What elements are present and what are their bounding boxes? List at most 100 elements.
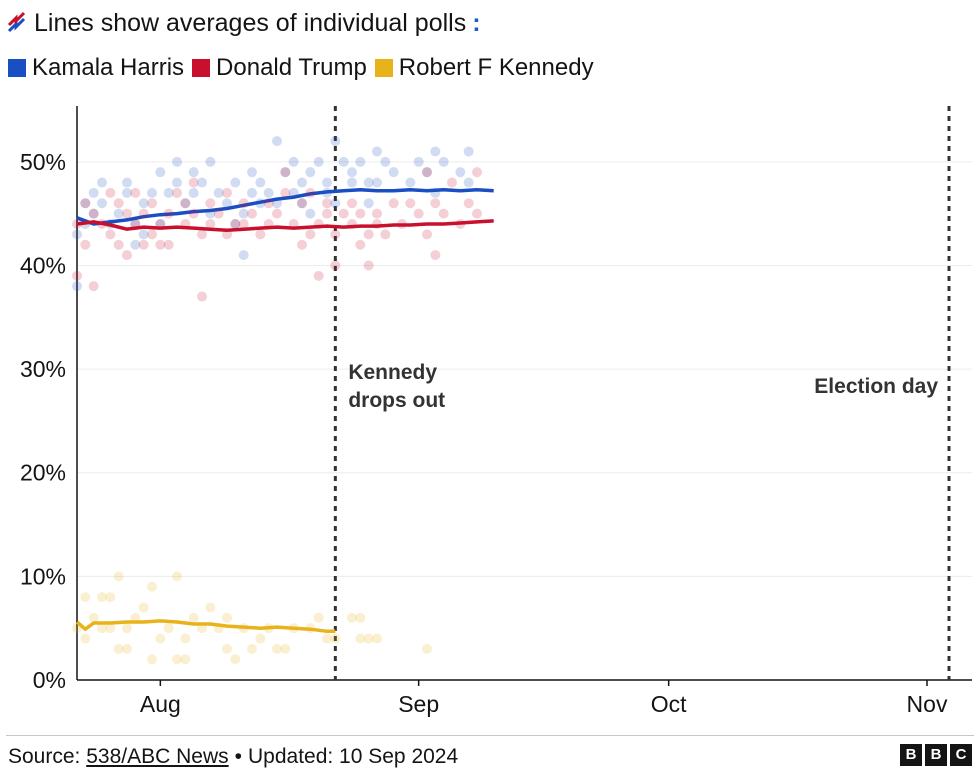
poll-point [122, 643, 132, 654]
poll-point [297, 239, 307, 250]
poll-point [155, 633, 166, 644]
poll-point [413, 208, 424, 219]
y-tick-label: 40% [20, 252, 66, 278]
legend-swatch [374, 59, 393, 77]
legend-swatch [8, 59, 26, 77]
poll-point [313, 156, 324, 167]
poll-point [238, 198, 249, 209]
poll-point [322, 208, 332, 219]
poll-point [422, 167, 432, 178]
poll-point [230, 654, 241, 665]
poll-point [88, 208, 99, 219]
poll-point [422, 229, 432, 240]
poll-point [213, 208, 224, 219]
poll-point [130, 239, 141, 250]
poll-point [305, 167, 316, 178]
poll-point [205, 602, 216, 613]
poll-point [180, 633, 191, 644]
poll-point [205, 219, 216, 229]
poll-point [88, 612, 99, 623]
poll-point [80, 592, 91, 603]
poll-point [280, 187, 291, 198]
poll-point [430, 146, 441, 157]
poll-point [272, 208, 282, 219]
poll-point [188, 177, 199, 188]
bbc-letter: B [900, 744, 922, 766]
poll-point [355, 633, 366, 644]
updated-date: Updated: 10 Sep 2024 [247, 745, 459, 768]
legend-label: Kamala Harris [32, 54, 185, 81]
poll-point [372, 146, 382, 157]
poll-point [222, 198, 232, 209]
poll-point [122, 208, 132, 219]
poll-point [80, 633, 91, 644]
poll-point [372, 177, 382, 188]
poll-point [163, 239, 174, 250]
poll-point [313, 270, 324, 281]
poll-point [413, 156, 424, 167]
poll-point [147, 187, 157, 198]
poll-point [355, 612, 366, 623]
poll-point [305, 208, 316, 219]
poll-point [230, 177, 241, 188]
poll-point [330, 260, 341, 271]
poll-point [247, 187, 257, 198]
poll-point [372, 633, 382, 644]
footer: Source: 538/ABC News • Updated: 10 Sep 2… [8, 745, 458, 769]
poll-point [163, 623, 174, 634]
poll-point [230, 219, 241, 229]
poll-point [97, 592, 107, 603]
poll-point [80, 239, 91, 250]
poll-point [172, 187, 182, 198]
source-link[interactable]: 538/ABC News [86, 745, 229, 768]
poll-point [122, 623, 132, 634]
x-tick-label: Oct [651, 691, 687, 717]
poll-point [422, 643, 432, 654]
poll-point [147, 229, 157, 240]
poll-point [172, 156, 182, 167]
poll-point [347, 167, 357, 178]
x-tick-label: Aug [140, 691, 181, 717]
poll-point [205, 156, 216, 167]
poll-point [247, 167, 257, 178]
poll-point [363, 177, 374, 188]
poll-point [322, 633, 332, 644]
poll-point [155, 239, 166, 250]
poll-point [172, 177, 182, 188]
poll-point [155, 167, 166, 178]
average-line [76, 188, 494, 226]
poll-point [138, 239, 149, 250]
poll-point [72, 229, 82, 240]
poll-point [272, 136, 282, 147]
bbc-letter: B [925, 744, 947, 766]
y-tick-label: 50% [20, 149, 66, 175]
poll-point [97, 177, 107, 188]
poll-point [472, 167, 482, 178]
poll-point [313, 612, 324, 623]
poll-point [280, 167, 291, 178]
poll-point [230, 219, 241, 229]
poll-point [105, 187, 116, 198]
poll-point [255, 177, 266, 188]
poll-point [205, 198, 216, 209]
poll-point [447, 177, 457, 188]
title-colon: : [472, 8, 481, 37]
y-tick-label: 0% [33, 667, 66, 693]
series-group [72, 571, 432, 665]
poll-point [297, 198, 307, 209]
legend-label: Robert F Kennedy [398, 54, 594, 81]
average-line [76, 219, 494, 232]
poll-point [72, 281, 82, 292]
poll-point [105, 623, 116, 634]
poll-point [222, 612, 232, 623]
poll-point [88, 187, 99, 198]
bbc-letter: C [950, 744, 972, 766]
poll-point [80, 198, 91, 209]
poll-point [363, 198, 374, 209]
poll-point [297, 177, 307, 188]
poll-point [147, 198, 157, 209]
poll-point [322, 198, 332, 209]
poll-point [405, 198, 416, 209]
poll-point [172, 654, 182, 665]
poll-point [238, 219, 249, 229]
